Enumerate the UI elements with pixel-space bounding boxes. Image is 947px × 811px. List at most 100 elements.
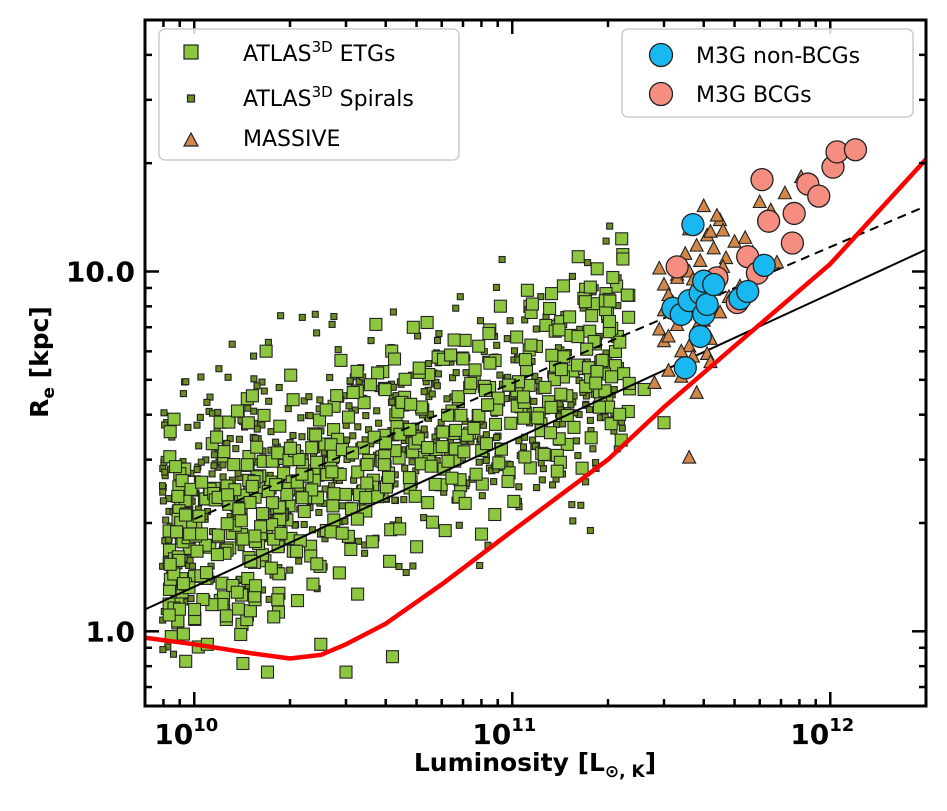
- etg-point: [365, 535, 379, 549]
- etg-point: [306, 577, 320, 591]
- etg-point: [219, 609, 234, 623]
- m3g-nonbcg-point: [702, 272, 726, 297]
- etg-point: [408, 489, 422, 503]
- etg-point: [378, 383, 392, 397]
- etg-point: [469, 467, 483, 481]
- spiral-point: [208, 470, 216, 478]
- legend-massive-marker: [182, 131, 200, 147]
- etg-point: [196, 592, 210, 607]
- massive-point: [661, 328, 676, 343]
- etg-point: [260, 665, 275, 679]
- etg-point: [425, 515, 440, 529]
- spiral-point: [193, 466, 201, 474]
- etg-point: [492, 456, 506, 470]
- etg-point: [345, 446, 360, 460]
- m3g-nonbcg-point: [688, 324, 712, 349]
- etg-point: [404, 397, 418, 411]
- spiral-point: [515, 483, 523, 491]
- etg-point: [517, 411, 531, 425]
- spiral-point: [328, 320, 336, 328]
- spiral-point: [568, 501, 576, 509]
- spiral-point: [295, 557, 303, 565]
- etg-point: [179, 654, 193, 668]
- etg-point: [236, 532, 250, 546]
- etg-point: [544, 400, 558, 414]
- etg-point: [556, 279, 570, 293]
- spiral-point: [159, 646, 167, 654]
- etg-point: [248, 529, 262, 543]
- etg-point: [516, 390, 531, 404]
- massive-point: [696, 197, 712, 213]
- spiral-point: [375, 419, 383, 427]
- etg-point: [178, 508, 193, 522]
- etg-point: [184, 482, 198, 496]
- spiral-point: [361, 549, 369, 557]
- spiral-point: [197, 373, 205, 381]
- legend-spiral-label: ATLAS3D Spirals: [243, 83, 414, 112]
- spiral-point: [338, 502, 346, 510]
- spiral-point: [503, 335, 511, 343]
- etg-point: [255, 507, 270, 521]
- spiral-point: [586, 416, 594, 424]
- spiral-point: [161, 468, 169, 476]
- etg-point: [295, 491, 309, 505]
- m3g-bcg-point: [750, 167, 774, 192]
- spiral-point: [235, 435, 243, 443]
- spiral-point: [272, 438, 280, 446]
- spiral-point: [251, 434, 260, 442]
- spiral-point: [572, 437, 581, 445]
- etg-point: [356, 441, 370, 455]
- etg-point: [583, 280, 597, 294]
- etg-point: [458, 496, 472, 510]
- etg-point: [603, 294, 617, 308]
- spiral-point: [482, 431, 490, 439]
- etg-point: [310, 557, 324, 571]
- etg-point: [297, 504, 311, 519]
- spiral-point: [569, 517, 577, 525]
- spiral-point: [420, 514, 428, 522]
- etg-point: [589, 376, 603, 390]
- spiral-point: [210, 462, 218, 470]
- etg-point: [616, 252, 630, 266]
- etg-point: [406, 320, 420, 334]
- etg-point: [620, 288, 634, 302]
- etg-point: [168, 460, 183, 474]
- etg-point: [290, 594, 305, 608]
- spiral-point: [409, 562, 417, 570]
- etg-point: [171, 489, 185, 503]
- spiral-point: [275, 383, 283, 392]
- etg-point: [488, 507, 502, 522]
- x-axis-label: Luminosity [L⊙, K]: [414, 748, 656, 782]
- spiral-point: [586, 526, 594, 535]
- spiral-point: [493, 341, 501, 349]
- etg-point: [488, 417, 503, 431]
- spiral-point: [326, 373, 334, 382]
- legend-m3g-nonbcg-label: M3G non-BCGs: [696, 44, 860, 69]
- etg-point: [420, 315, 434, 330]
- etg-point: [211, 528, 225, 542]
- etg-point: [550, 464, 564, 478]
- etg-point: [357, 396, 371, 410]
- etg-point: [563, 310, 577, 324]
- legend-left: ATLAS3D ETGs ATLAS3D Spirals MASSIVE: [158, 28, 460, 161]
- etg-point: [571, 250, 585, 264]
- etg-point: [622, 310, 636, 324]
- etg-point: [170, 525, 184, 539]
- spiral-point: [330, 312, 338, 321]
- etg-point: [371, 366, 385, 380]
- etg-point: [474, 527, 489, 541]
- etg-point: [414, 400, 429, 414]
- etg-point: [271, 593, 285, 607]
- massive-point: [737, 229, 753, 244]
- etg-point: [234, 514, 248, 528]
- etg-point: [199, 566, 214, 580]
- spiral-point: [530, 397, 538, 405]
- spiral-point: [267, 428, 275, 436]
- etg-point: [259, 344, 273, 358]
- etg-point: [264, 561, 278, 575]
- massive-point: [692, 252, 708, 267]
- etg-point: [537, 447, 551, 461]
- etg-point: [240, 458, 254, 472]
- etg-point: [167, 412, 181, 426]
